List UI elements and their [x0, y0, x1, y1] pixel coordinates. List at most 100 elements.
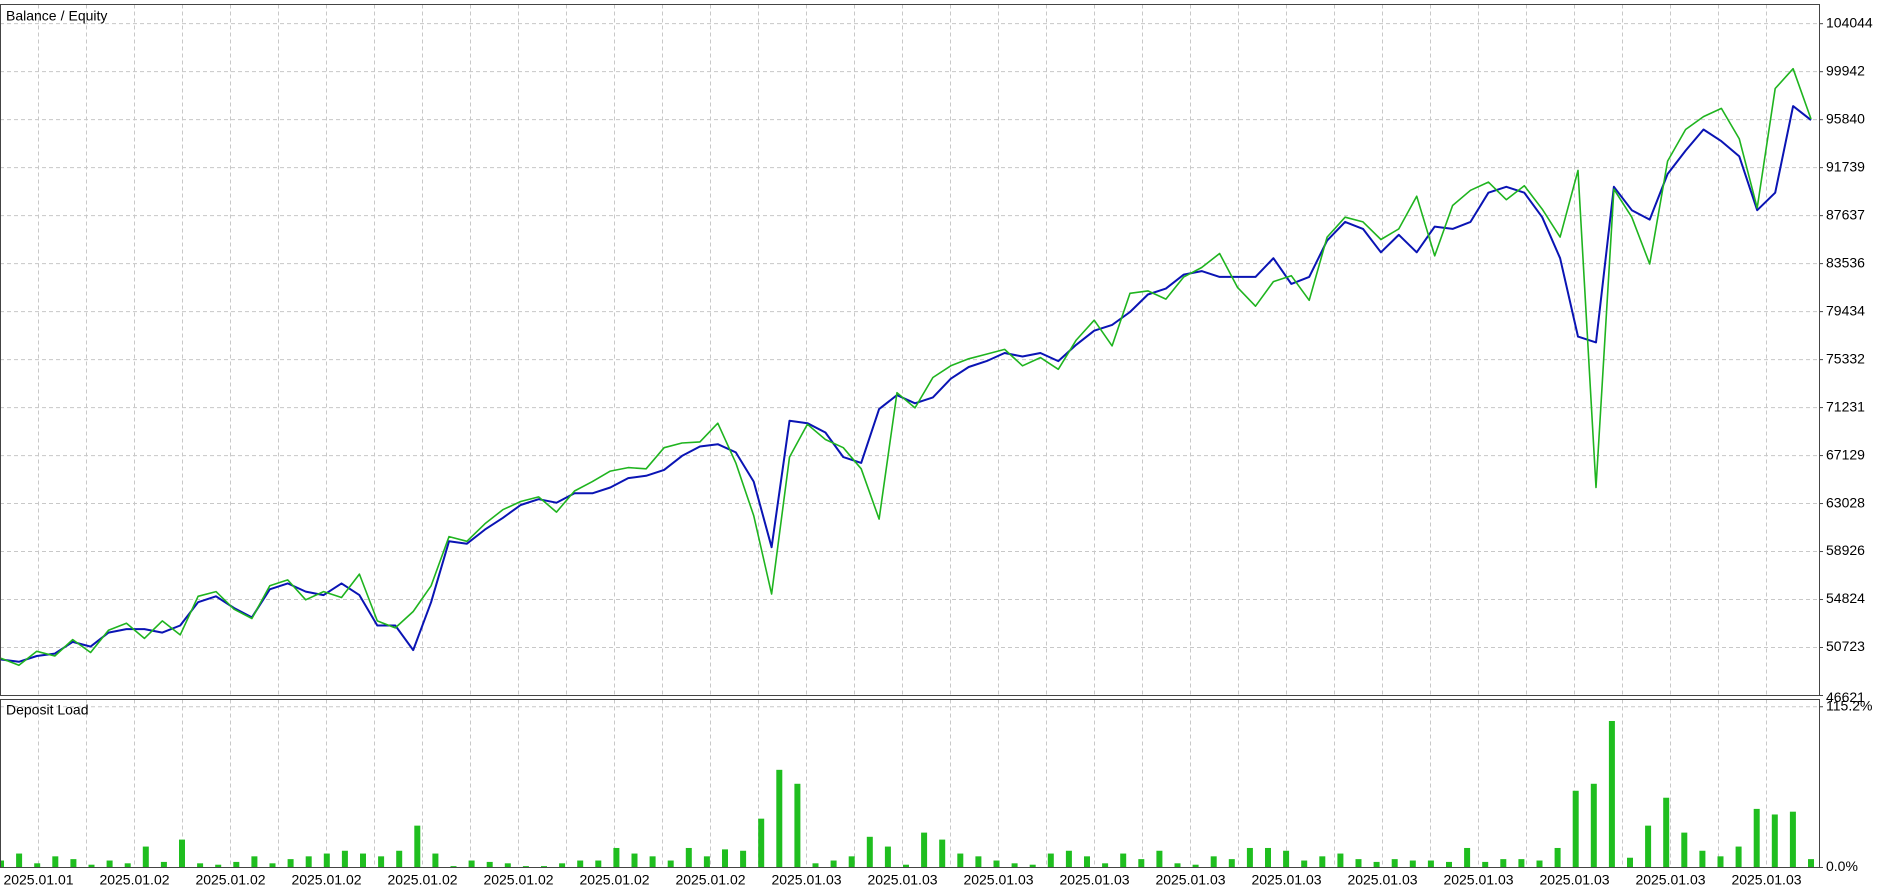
bar — [1771, 814, 1778, 868]
bar — [106, 860, 113, 868]
x-tick-label: 2025.01.03 — [1155, 872, 1225, 888]
x-tick-label: 2025.01.03 — [1731, 872, 1801, 888]
bar — [0, 860, 4, 868]
x-tick-label: 2025.01.03 — [1443, 872, 1513, 888]
bar — [1138, 859, 1145, 868]
bar — [1608, 720, 1615, 868]
bar — [160, 861, 167, 868]
bar — [1645, 825, 1652, 868]
bar — [703, 856, 710, 868]
bar — [287, 859, 294, 868]
bar — [1735, 846, 1742, 868]
bar — [975, 856, 982, 868]
bar — [179, 839, 185, 868]
y-tick-label: 104044 — [1826, 14, 1873, 30]
bar — [1500, 859, 1507, 868]
bar — [414, 825, 421, 868]
bar — [740, 850, 747, 868]
x-tick-label: 2025.01.02 — [195, 872, 265, 888]
bar — [34, 863, 41, 868]
bar — [1301, 860, 1308, 868]
bar — [1409, 860, 1416, 868]
x-tick-label: 2025.01.03 — [1539, 872, 1609, 888]
bar — [685, 847, 692, 868]
bar — [541, 866, 547, 868]
bar — [1373, 861, 1380, 868]
bar — [613, 847, 620, 868]
bar — [1265, 847, 1271, 868]
bar — [341, 850, 348, 868]
bar — [1554, 847, 1561, 868]
y-tick-label: 115.2% — [1826, 697, 1872, 713]
bar — [1102, 863, 1109, 868]
bar — [794, 783, 801, 868]
bar — [830, 860, 837, 868]
bar — [631, 853, 638, 868]
bar — [1464, 847, 1471, 868]
y-tick-label: 54824 — [1826, 590, 1865, 606]
legend-separator: / — [61, 8, 65, 24]
bar — [1699, 850, 1706, 868]
y-tick-label: 99942 — [1826, 62, 1865, 78]
bar — [1572, 790, 1579, 868]
bar — [269, 863, 276, 868]
bar — [124, 863, 131, 868]
x-tick-label: 2025.01.03 — [1251, 872, 1321, 888]
y-tick-label: 71231 — [1826, 398, 1865, 414]
x-tick-label: 2025.01.01 — [3, 872, 73, 888]
bar — [939, 839, 946, 868]
bar — [1681, 832, 1688, 868]
bar — [1120, 853, 1127, 868]
y-tick-label: 0.0% — [1826, 858, 1858, 874]
bar — [360, 853, 366, 868]
bar — [921, 832, 928, 868]
bar — [1446, 861, 1452, 868]
bar — [1156, 850, 1163, 868]
bar — [1518, 859, 1525, 868]
bar — [432, 853, 439, 868]
bar — [884, 846, 891, 868]
bar — [1663, 797, 1670, 868]
bar — [142, 846, 149, 868]
lower-frame — [0, 699, 1820, 868]
y-tick-label: 67129 — [1826, 446, 1865, 462]
panel-title: Deposit Load — [6, 702, 89, 718]
bar — [866, 836, 873, 868]
x-tick-label: 2025.01.03 — [1059, 872, 1129, 888]
bar — [1174, 863, 1181, 868]
bar — [776, 769, 783, 868]
bar — [1192, 864, 1199, 868]
y-tick-label: 91739 — [1826, 158, 1865, 174]
bar — [1355, 859, 1362, 868]
bar — [450, 866, 457, 868]
x-tick-label: 2025.01.03 — [1635, 872, 1705, 888]
bar — [378, 856, 385, 868]
bar — [70, 859, 77, 868]
bar — [649, 856, 656, 868]
legend: Balance / Equity — [6, 8, 107, 24]
bar — [595, 860, 602, 868]
bar — [1228, 859, 1235, 868]
bar — [323, 853, 330, 868]
bar — [52, 856, 59, 868]
y-tick-label: 79434 — [1826, 302, 1865, 318]
bar — [577, 860, 584, 868]
bar — [215, 864, 222, 868]
bar — [1482, 861, 1489, 868]
bar — [197, 863, 204, 868]
bar — [1337, 853, 1344, 868]
bar — [993, 860, 1000, 868]
bar — [1590, 783, 1597, 868]
x-tick-label: 2025.01.02 — [675, 872, 745, 888]
y-tick-label: 50723 — [1826, 638, 1865, 654]
bar — [305, 856, 312, 868]
bar — [396, 850, 403, 868]
bar — [1808, 859, 1814, 868]
bar — [1319, 856, 1326, 868]
bar — [1391, 859, 1398, 868]
series-line — [0, 67, 1812, 667]
y-tick-label: 87637 — [1826, 206, 1865, 222]
data — [0, 67, 1814, 868]
